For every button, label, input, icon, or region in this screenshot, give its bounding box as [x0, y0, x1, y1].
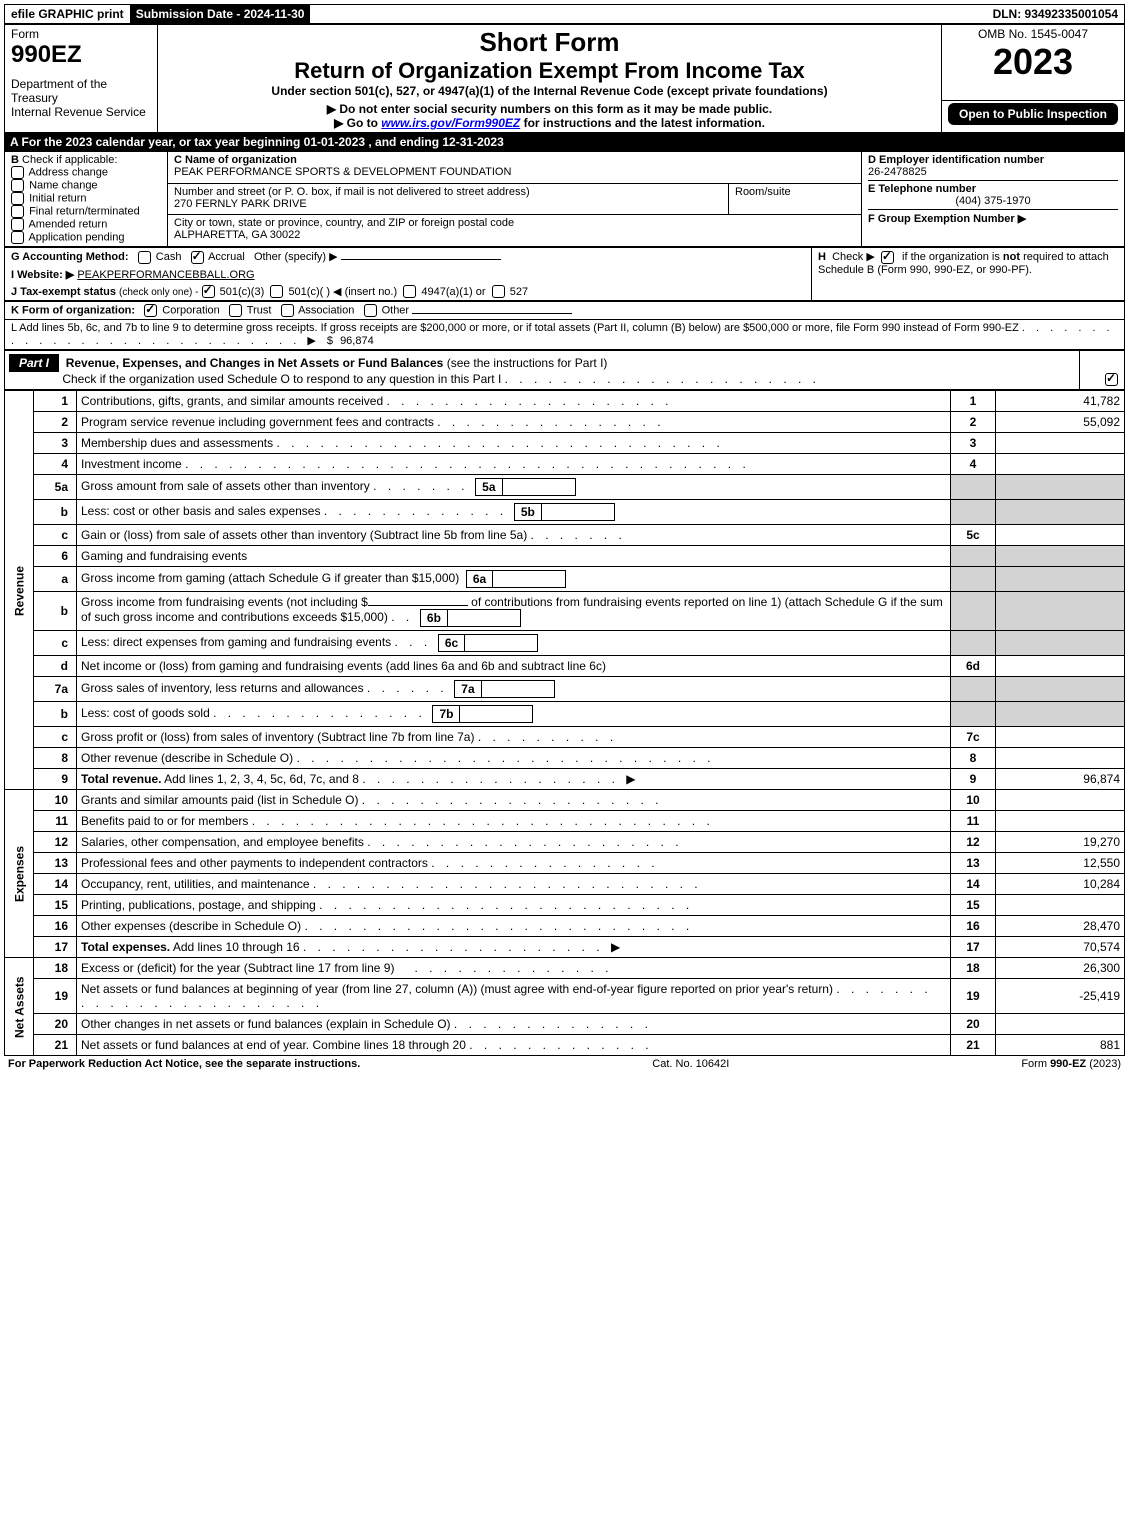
revenue-side-label: Revenue [5, 391, 34, 790]
title-short: Short Form [164, 27, 935, 58]
lines-table: Revenue 1 Contributions, gifts, grants, … [4, 390, 1125, 1056]
org-name: PEAK PERFORMANCE SPORTS & DEVELOPMENT FO… [174, 166, 511, 178]
f-label: F Group Exemption Number ▶ [868, 213, 1026, 225]
inspection-box: Open to Public Inspection [948, 103, 1118, 125]
dept-label: Department of the Treasury Internal Reve… [11, 77, 151, 119]
line-14-amount: 10,284 [996, 874, 1125, 895]
amended-return-checkbox[interactable] [11, 218, 24, 231]
phone-value: (404) 375-1970 [868, 195, 1118, 207]
submission-date: Submission Date - 2024-11-30 [130, 5, 311, 23]
final-return-checkbox[interactable] [11, 205, 24, 218]
line-6d-amount [996, 656, 1125, 677]
dln-label: DLN: 93492335001054 [987, 5, 1124, 23]
line-13-amount: 12,550 [996, 853, 1125, 874]
form-header: Form 990EZ Department of the Treasury In… [4, 24, 1125, 133]
line-11-amount [996, 811, 1125, 832]
top-bar: efile GRAPHIC print Submission Date - 20… [4, 4, 1125, 24]
schedule-o-checkbox[interactable] [1105, 373, 1118, 386]
ein-value: 26-2478825 [868, 166, 927, 178]
d-label: D Employer identification number [868, 154, 1044, 166]
city-label: City or town, state or province, country… [174, 217, 514, 229]
line-15-amount [996, 895, 1125, 916]
line-12-amount: 19,270 [996, 832, 1125, 853]
section-a: A For the 2023 calendar year, or tax yea… [4, 133, 1125, 151]
expenses-side-label: Expenses [5, 790, 34, 958]
form-label: Form [11, 27, 151, 41]
footer-left: For Paperwork Reduction Act Notice, see … [8, 1058, 360, 1070]
e-label: E Telephone number [868, 183, 976, 195]
line-9-amount: 96,874 [996, 769, 1125, 790]
line-4-amount [996, 454, 1125, 475]
other-org-checkbox[interactable] [364, 304, 377, 317]
initial-return-checkbox[interactable] [11, 192, 24, 205]
street-label: Number and street (or P. O. box, if mail… [174, 186, 530, 198]
kl-row: K Form of organization: Corporation Trus… [4, 301, 1125, 350]
note-link: ▶ Go to www.irs.gov/Form990EZ for instru… [164, 116, 935, 130]
501c-checkbox[interactable] [270, 285, 283, 298]
entity-info: B Check if applicable: Address change Na… [4, 151, 1125, 247]
501c3-checkbox[interactable] [202, 285, 215, 298]
line-19-amount: -25,419 [996, 979, 1125, 1014]
accrual-checkbox[interactable] [191, 251, 204, 264]
tax-year: 2023 [948, 41, 1118, 83]
part-i-label: Part I [9, 354, 59, 372]
gh-row: G Accounting Method: Cash Accrual Other … [4, 247, 1125, 301]
line-3-amount [996, 433, 1125, 454]
note-ssn: ▶ Do not enter social security numbers o… [164, 102, 935, 116]
l-text: L Add lines 5b, 6c, and 7b to line 9 to … [11, 322, 1019, 334]
line-10-amount [996, 790, 1125, 811]
footer-mid: Cat. No. 10642I [652, 1058, 729, 1070]
gross-receipts: 96,874 [340, 335, 374, 347]
street-value: 270 FERNLY PARK DRIVE [174, 198, 307, 210]
line-1-amount: 41,782 [996, 391, 1125, 412]
line-21-amount: 881 [996, 1035, 1125, 1056]
netassets-side-label: Net Assets [5, 958, 34, 1056]
footer: For Paperwork Reduction Act Notice, see … [4, 1056, 1125, 1072]
trust-checkbox[interactable] [229, 304, 242, 317]
omb-label: OMB No. 1545-0047 [948, 27, 1118, 41]
footer-right: Form 990-EZ (2023) [1021, 1058, 1121, 1070]
room-label: Room/suite [735, 186, 791, 198]
efile-label: efile GRAPHIC print [5, 5, 130, 23]
line-5c-amount [996, 525, 1125, 546]
website-link[interactable]: PEAKPERFORMANCEBBALL.ORG [77, 269, 254, 281]
line-16-amount: 28,470 [996, 916, 1125, 937]
irs-link[interactable]: www.irs.gov/Form990EZ [381, 116, 520, 130]
line-17-amount: 70,574 [996, 937, 1125, 958]
part-i-header: Part I Revenue, Expenses, and Changes in… [4, 350, 1125, 390]
4947-checkbox[interactable] [403, 285, 416, 298]
c-label: C Name of organization [174, 154, 297, 166]
schedule-b-checkbox[interactable] [881, 251, 894, 264]
527-checkbox[interactable] [492, 285, 505, 298]
title-main: Return of Organization Exempt From Incom… [164, 58, 935, 84]
name-change-checkbox[interactable] [11, 179, 24, 192]
line-8-amount [996, 748, 1125, 769]
line-20-amount [996, 1014, 1125, 1035]
corporation-checkbox[interactable] [144, 304, 157, 317]
city-value: ALPHARETTA, GA 30022 [174, 229, 300, 241]
line-18-amount: 26,300 [996, 958, 1125, 979]
association-checkbox[interactable] [281, 304, 294, 317]
application-pending-checkbox[interactable] [11, 231, 24, 244]
line-2-amount: 55,092 [996, 412, 1125, 433]
form-number: 990EZ [11, 41, 151, 69]
line-7c-amount [996, 727, 1125, 748]
title-sub: Under section 501(c), 527, or 4947(a)(1)… [164, 84, 935, 98]
cash-checkbox[interactable] [138, 251, 151, 264]
address-change-checkbox[interactable] [11, 166, 24, 179]
